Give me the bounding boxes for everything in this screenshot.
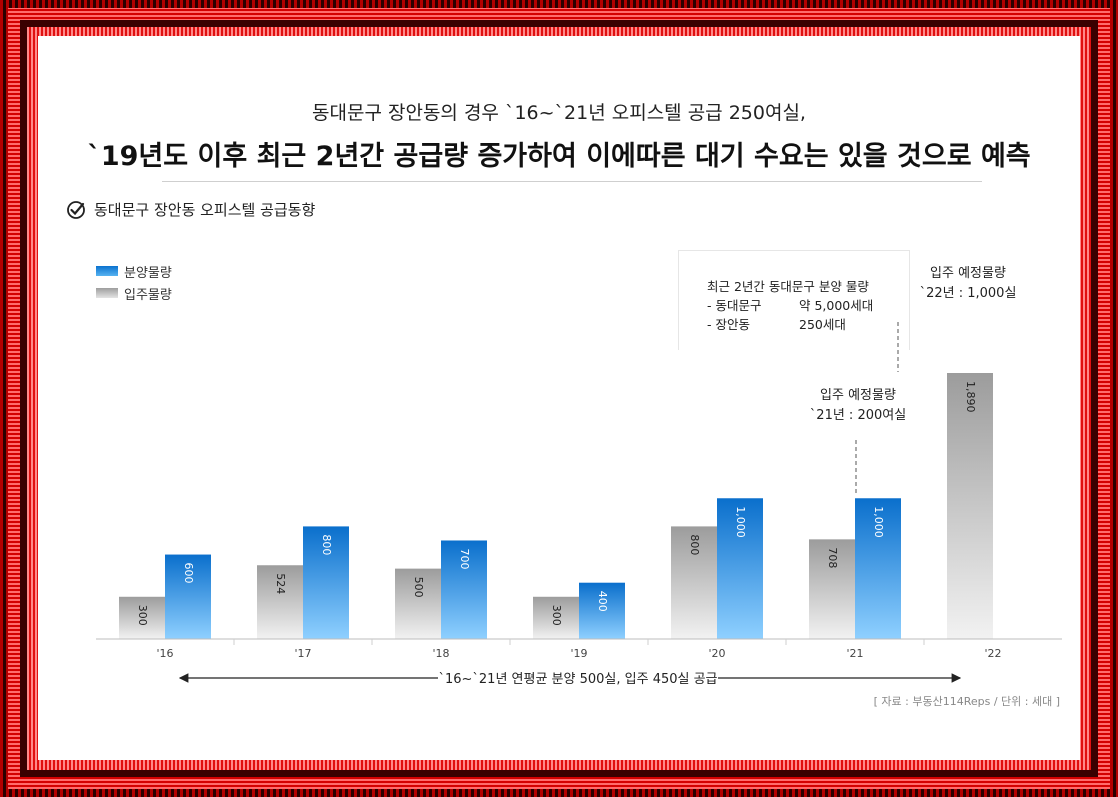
bar-move-in-6 [947, 373, 993, 639]
note-label: - 장안동 [707, 317, 750, 332]
x-tick-label-2: '18 [432, 647, 449, 660]
annotation-2022-line1: 입주 예정물량 [930, 266, 1006, 281]
check-circle-icon [67, 200, 85, 219]
header-subtitle: 동대문구 장안동의 경우 `16~`21년 오피스텔 공급 250여실, [312, 102, 806, 124]
x-tick-label-4: '20 [708, 647, 725, 660]
bar-sale-5 [855, 498, 901, 639]
note-row-dongdaemun: - 동대문구 약 5,000세대 [707, 296, 909, 315]
x-tick-label-3: '19 [570, 647, 587, 660]
source-note: [ 자료 : 부동산114Reps / 단위 : 세대 ] [873, 695, 1060, 708]
bar-label-sale-4: 1,000 [734, 506, 747, 538]
header-title: `19년도 이후 최근 2년간 공급량 증가하여 이에따른 대기 수요는 있을 … [87, 141, 1031, 172]
annotation-2021: 입주 예정물량 `21년 : 200여실 [783, 386, 933, 426]
note-label: - 동대문구 [707, 298, 762, 313]
bar-label-move-in-0: 300 [136, 605, 149, 626]
slide-canvas: 동대문구 장안동의 경우 `16~`21년 오피스텔 공급 250여실, `19… [38, 36, 1080, 760]
legend-item-sale: 분양물량 [96, 260, 172, 282]
annotation-2022: 입주 예정물량 `22년 : 1,000실 [898, 264, 1038, 304]
legend-label-move-in: 입주물량 [124, 287, 172, 303]
note-value: 250세대 [799, 317, 846, 332]
bar-label-sale-1: 800 [320, 534, 333, 555]
bar-label-move-in-6: 1,890 [964, 381, 977, 413]
bar-label-move-in-2: 500 [412, 577, 425, 598]
bar-move-in-3 [533, 596, 579, 639]
bar-label-sale-5: 1,000 [872, 506, 885, 538]
bar-move-in-4 [671, 526, 717, 639]
x-tick-label-6: '22 [984, 647, 1001, 660]
annotation-2021-line1: 입주 예정물량 [820, 388, 896, 403]
bar-label-move-in-5: 708 [826, 547, 839, 568]
bar-move-in-0 [119, 596, 165, 639]
bar-move-in-1 [257, 565, 303, 639]
range-note: `16~`21년 연평균 분양 500실, 입주 450실 공급 [438, 668, 718, 687]
section-heading: 동대문구 장안동 오피스텔 공급동향 [66, 199, 315, 220]
bar-sale-1 [303, 526, 349, 639]
bar-sale-4 [717, 498, 763, 639]
x-tick-label-0: '16 [156, 647, 173, 660]
annotation-2021-line2: `21년 : 200여실 [809, 408, 907, 423]
note-title: 최근 2년간 동대문구 분양 물량 [707, 279, 869, 294]
legend-item-move-in: 입주물량 [96, 282, 172, 304]
x-tick-label-1: '17 [294, 647, 311, 660]
header-divider [162, 181, 982, 182]
bar-sale-2 [441, 540, 487, 639]
x-tick-label-5: '21 [846, 647, 863, 660]
legend-label-sale: 분양물량 [124, 265, 172, 281]
bar-label-move-in-1: 524 [274, 573, 287, 594]
chart-legend: 분양물량 입주물량 [96, 260, 172, 304]
legend-swatch-move-in [96, 288, 118, 298]
bar-label-sale-2: 700 [458, 548, 471, 569]
bar-move-in-5 [809, 539, 855, 639]
legend-swatch-sale [96, 266, 118, 276]
bar-sale-3 [579, 582, 625, 639]
supply-note-box: 최근 2년간 동대문구 분양 물량 - 동대문구 약 5,000세대 - 장안동… [678, 250, 910, 350]
bar-chart: 300 600 524 800 500 700 300 400 800 1,000 708 1,000… [96, 322, 1062, 683]
bar-move-in-2 [395, 568, 441, 639]
note-value: 약 5,000세대 [799, 298, 874, 313]
note-row-jangan: - 장안동 250세대 [707, 315, 909, 334]
bar-label-sale-3: 400 [596, 591, 609, 612]
bar-label-move-in-3: 300 [550, 605, 563, 626]
bar-sale-0 [165, 554, 211, 639]
bar-label-move-in-4: 800 [688, 534, 701, 555]
annotation-2022-line2: `22년 : 1,000실 [919, 286, 1017, 301]
section-heading-text: 동대문구 장안동 오피스텔 공급동향 [94, 201, 316, 219]
bar-label-sale-0: 600 [182, 563, 195, 584]
